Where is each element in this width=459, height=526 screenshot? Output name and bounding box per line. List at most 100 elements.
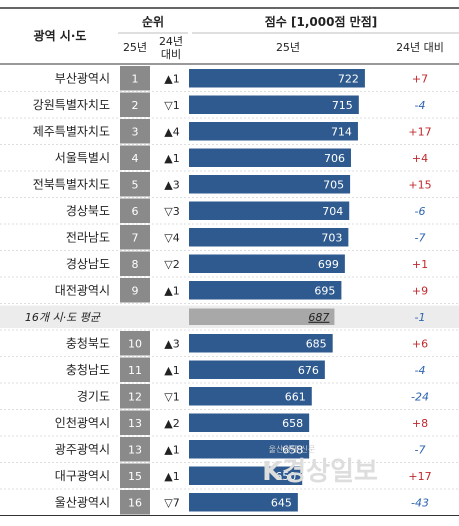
score-value: 715: [332, 99, 353, 112]
score-diff: -7: [415, 443, 426, 456]
score-diff: -4: [415, 364, 426, 377]
score-diff: +8: [412, 417, 428, 430]
score-bar: [189, 334, 333, 353]
region-label: 인천광역시: [55, 415, 110, 430]
region-label: 광주광역시: [55, 442, 110, 456]
score-bar: [189, 440, 310, 459]
region-label: 울산광역시: [55, 495, 110, 509]
score-bar: [189, 148, 351, 167]
rank-change: ▽3: [164, 205, 179, 218]
region-label: 대구광역시: [55, 469, 110, 483]
score-diff: -1: [415, 311, 426, 324]
rank-change: ▽7: [164, 496, 179, 509]
rank-box: [120, 357, 150, 382]
rank-number: 9: [132, 284, 139, 297]
average-label: 16개 시·도 평균: [25, 311, 101, 324]
region-label: 서울특별시: [55, 151, 110, 165]
region-label: 부산광역시: [55, 71, 110, 85]
score-value: 658: [282, 443, 303, 456]
score-bar: [189, 493, 298, 512]
score-diff: +4: [412, 152, 428, 165]
header-score-24: 24년 대비: [396, 41, 444, 54]
score-bar: [189, 281, 342, 300]
rank-box: [120, 92, 150, 117]
score-diff: +9: [412, 284, 428, 297]
score-diff: -7: [415, 231, 426, 244]
score-diff: +15: [408, 178, 431, 191]
score-bar: [189, 413, 310, 432]
score-bar: [189, 201, 350, 220]
score-value: 705: [323, 178, 344, 191]
score-diff: +17: [408, 125, 431, 138]
score-value: 706: [324, 152, 345, 165]
rank-number: 3: [132, 125, 139, 138]
region-label: 경상남도: [66, 257, 110, 271]
rank-box: [120, 198, 150, 223]
score-value: 722: [338, 72, 359, 85]
region-label: 충청북도: [66, 336, 110, 350]
rank-number: 16: [128, 496, 142, 509]
score-value: 676: [298, 364, 319, 377]
average-bar: [189, 308, 335, 325]
score-bar: [189, 228, 349, 247]
score-bar: [189, 254, 345, 273]
rank-change: ▽1: [164, 99, 179, 112]
score-bar: [189, 175, 351, 194]
rank-number: 4: [132, 152, 139, 165]
rank-box: [120, 490, 150, 515]
average-value: 687: [308, 311, 329, 324]
rank-number: 5: [132, 178, 139, 191]
rank-box: [120, 119, 150, 144]
watermark-small-text: 울산경제 신문: [269, 444, 316, 454]
region-label: 강원특별자치도: [33, 98, 110, 112]
rank-change: ▲1: [164, 152, 179, 165]
score-value: 661: [285, 390, 306, 403]
score-value: 685: [306, 337, 327, 350]
rank-change: ▲4: [164, 125, 179, 138]
region-label: 경상북도: [66, 204, 110, 218]
header-rank-25: 25년: [123, 41, 147, 54]
region-label: 제주특별자치도: [33, 124, 110, 138]
region-label: 대전광역시: [55, 283, 110, 297]
score-bar: [189, 360, 325, 379]
rank-box: [120, 172, 150, 197]
rank-box: [120, 278, 150, 303]
score-diff: +7: [412, 72, 428, 85]
score-diff: -4: [415, 99, 426, 112]
header-score: 점수 [1,000점 만점]: [265, 14, 377, 29]
score-diff: +1: [412, 258, 428, 271]
score-bar: [189, 69, 365, 88]
score-value: 703: [321, 231, 342, 244]
rank-number: 6: [132, 205, 139, 218]
header-rank-24-line2: 대비: [161, 48, 181, 61]
rank-change: ▲1: [164, 364, 179, 377]
region-label: 전북특별자치도: [33, 177, 110, 191]
rank-number: 11: [128, 364, 142, 377]
score-value: 704: [322, 205, 343, 218]
rank-number: 8: [132, 258, 139, 271]
score-value: 658: [282, 417, 303, 430]
score-diff: -43: [411, 496, 429, 509]
rank-box: [120, 384, 150, 409]
rank-change: ▽1: [164, 390, 179, 403]
score-value: 650: [275, 470, 296, 483]
rank-change: ▲1: [164, 470, 179, 483]
rank-number: 15: [128, 470, 142, 483]
score-diff: +6: [412, 337, 428, 350]
header-rank-24-line1: 24년: [159, 35, 183, 48]
rank-box: [120, 410, 150, 435]
rank-change: ▲2: [164, 417, 179, 430]
region-label: 전라남도: [66, 230, 110, 244]
rank-number: 10: [128, 337, 142, 350]
rank-number: 12: [128, 390, 142, 403]
rank-box: [120, 437, 150, 462]
watermark-logo: K경상일보: [262, 457, 378, 487]
rank-change: ▲3: [164, 337, 179, 350]
rank-change: ▲1: [164, 443, 179, 456]
rank-box: [120, 145, 150, 170]
header-score-25: 25년: [276, 41, 300, 54]
score-value: 695: [314, 284, 335, 297]
rank-number: 13: [128, 443, 142, 456]
